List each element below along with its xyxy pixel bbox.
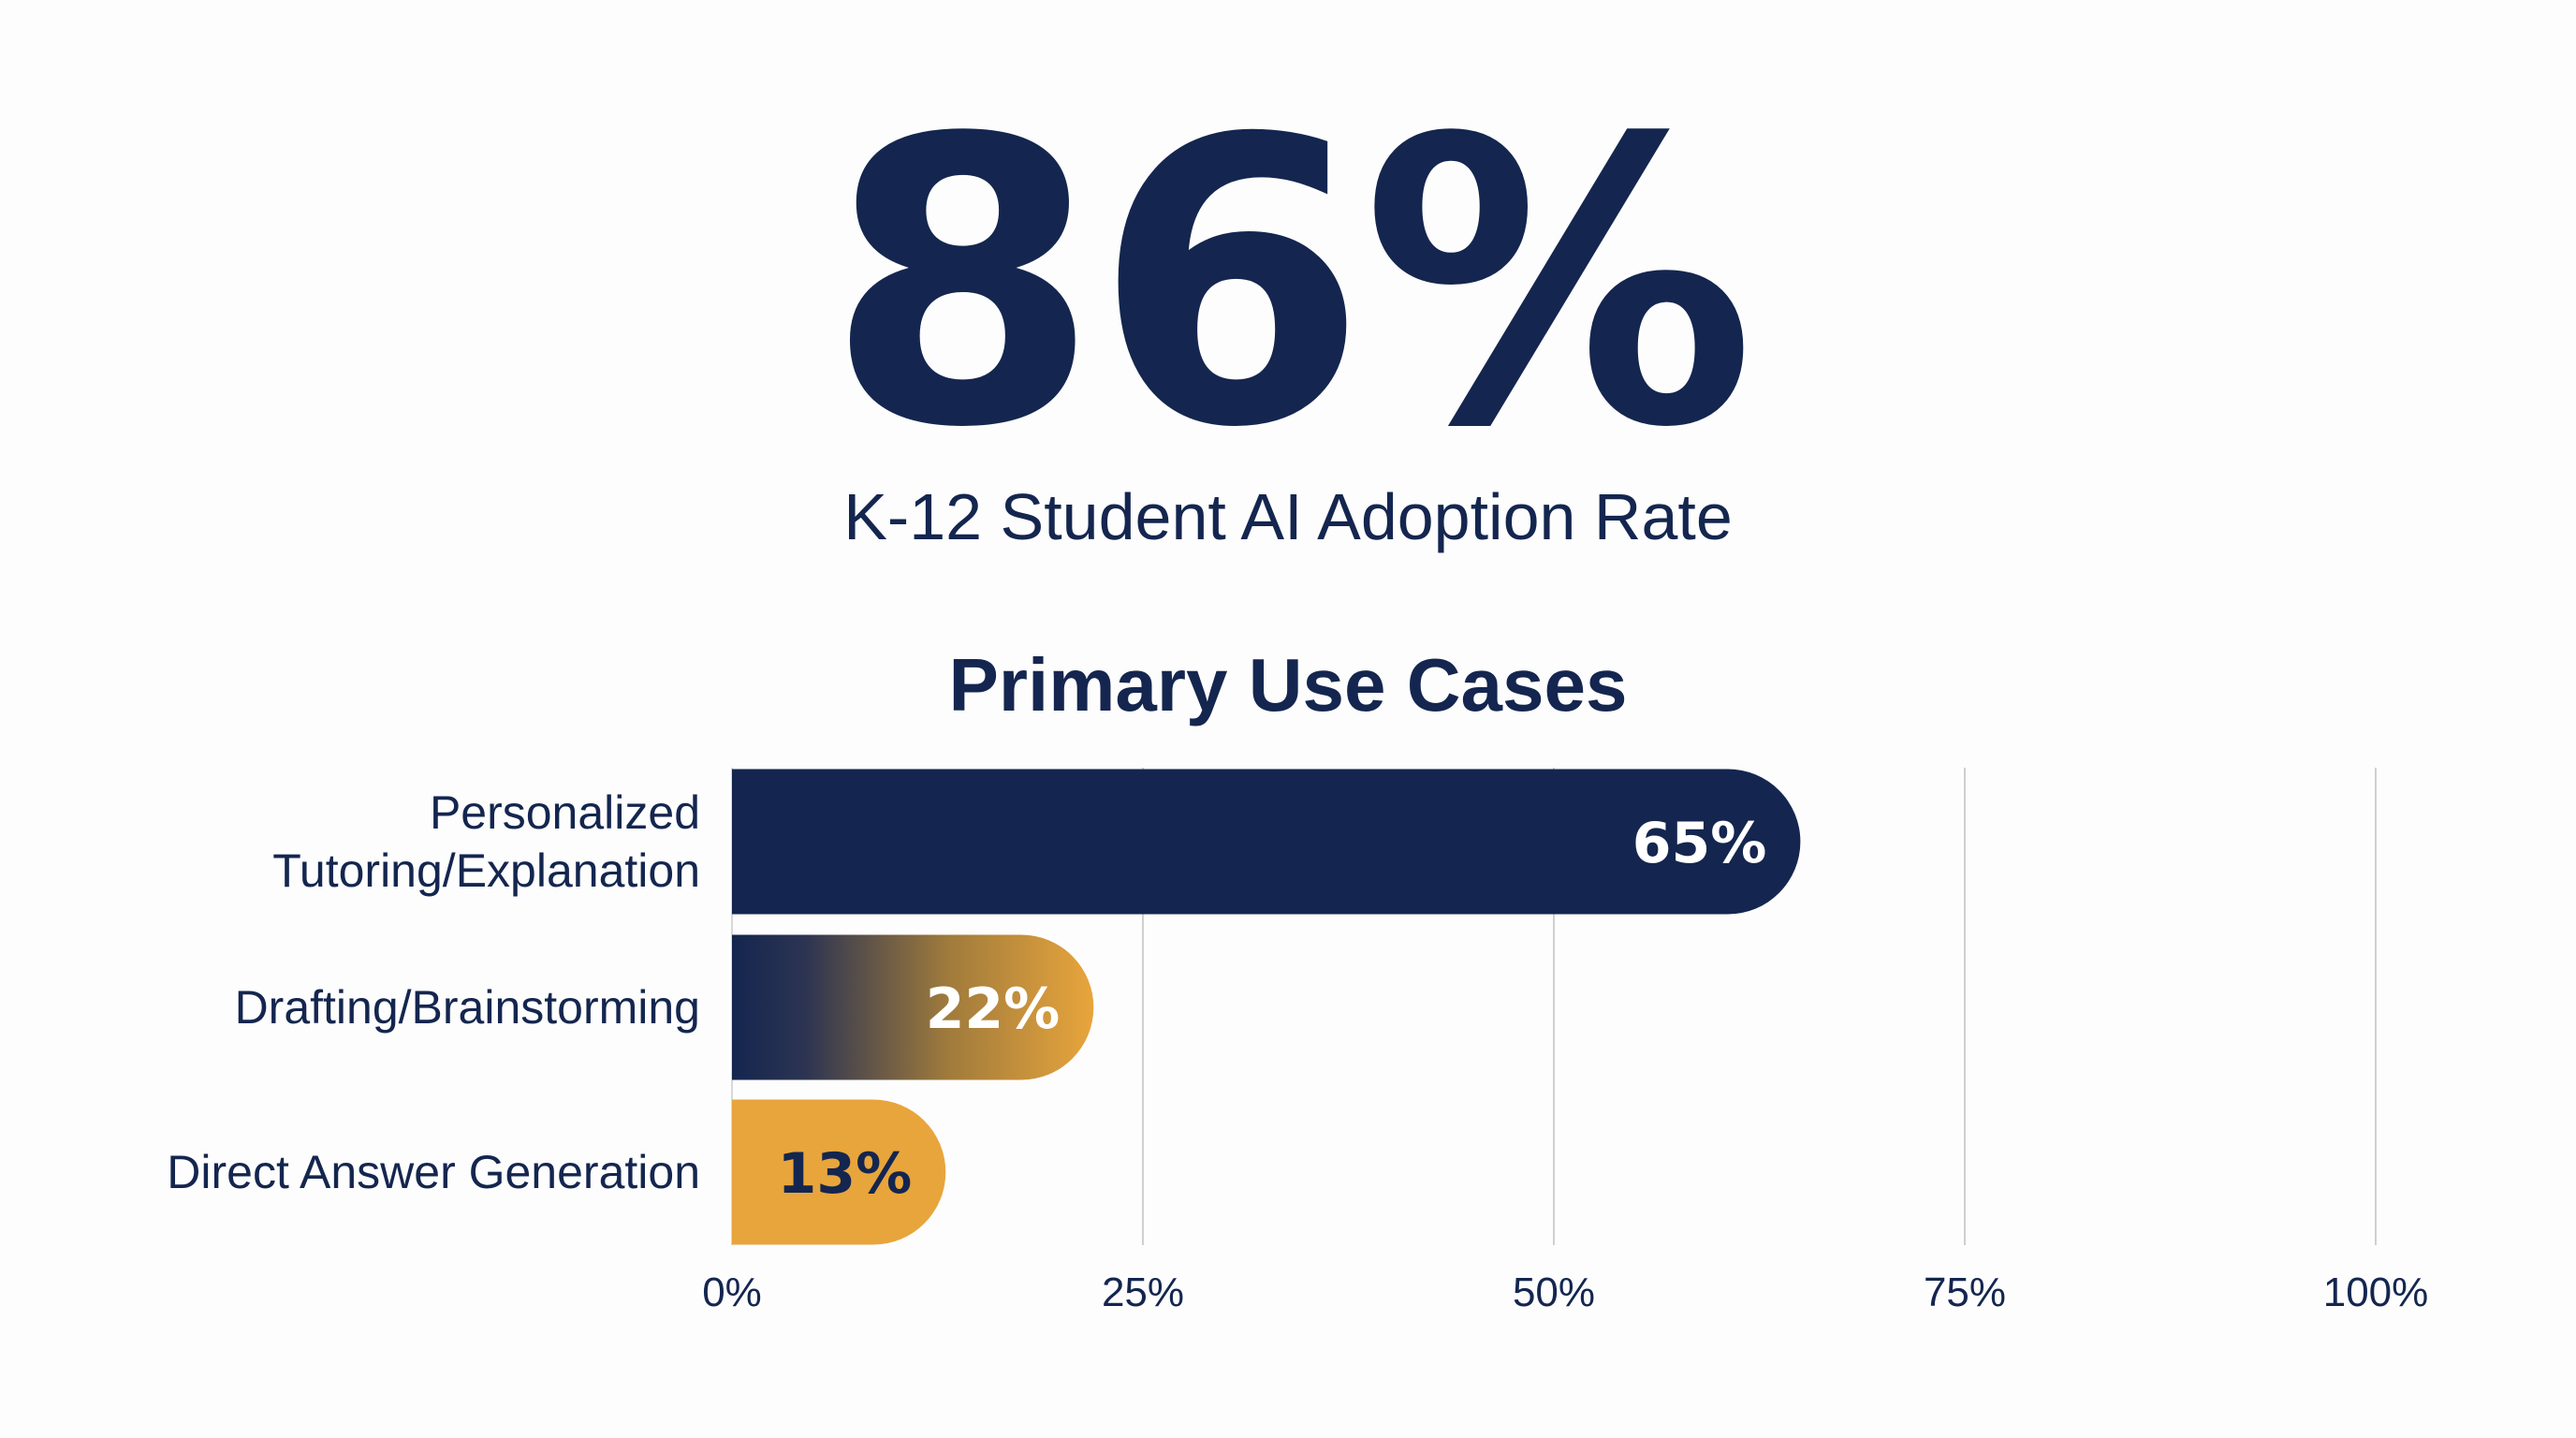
x-tick-label: 100% xyxy=(2323,1269,2429,1315)
category-label: Personalized xyxy=(430,786,700,839)
x-tick-label: 75% xyxy=(1924,1269,2006,1315)
bar-2 xyxy=(732,1099,946,1245)
x-tick-label: 0% xyxy=(702,1269,762,1315)
category-label: Drafting/Brainstorming xyxy=(235,981,700,1034)
chart-title: Primary Use Cases xyxy=(948,643,1628,726)
headline-stat: 86% xyxy=(826,56,1755,514)
category-label: Direct Answer Generation xyxy=(167,1146,700,1198)
bar-value-label: 65% xyxy=(1632,811,1767,876)
category-label: Tutoring/Explanation xyxy=(272,844,700,897)
bars xyxy=(732,769,1801,1245)
bar-1 xyxy=(732,934,1094,1080)
bar-value-label: 22% xyxy=(926,976,1061,1042)
bar-0 xyxy=(732,769,1801,915)
labels: 0% 25% 50% 75% 100% 65% PersonalizedTutoring/E… xyxy=(167,786,2428,1315)
bar-value-label: 13% xyxy=(778,1141,913,1207)
headline-label: K-12 Student AI Adoption Rate xyxy=(843,480,1733,553)
x-tick-label: 25% xyxy=(1102,1269,1184,1315)
x-tick-label: 50% xyxy=(1513,1269,1595,1315)
